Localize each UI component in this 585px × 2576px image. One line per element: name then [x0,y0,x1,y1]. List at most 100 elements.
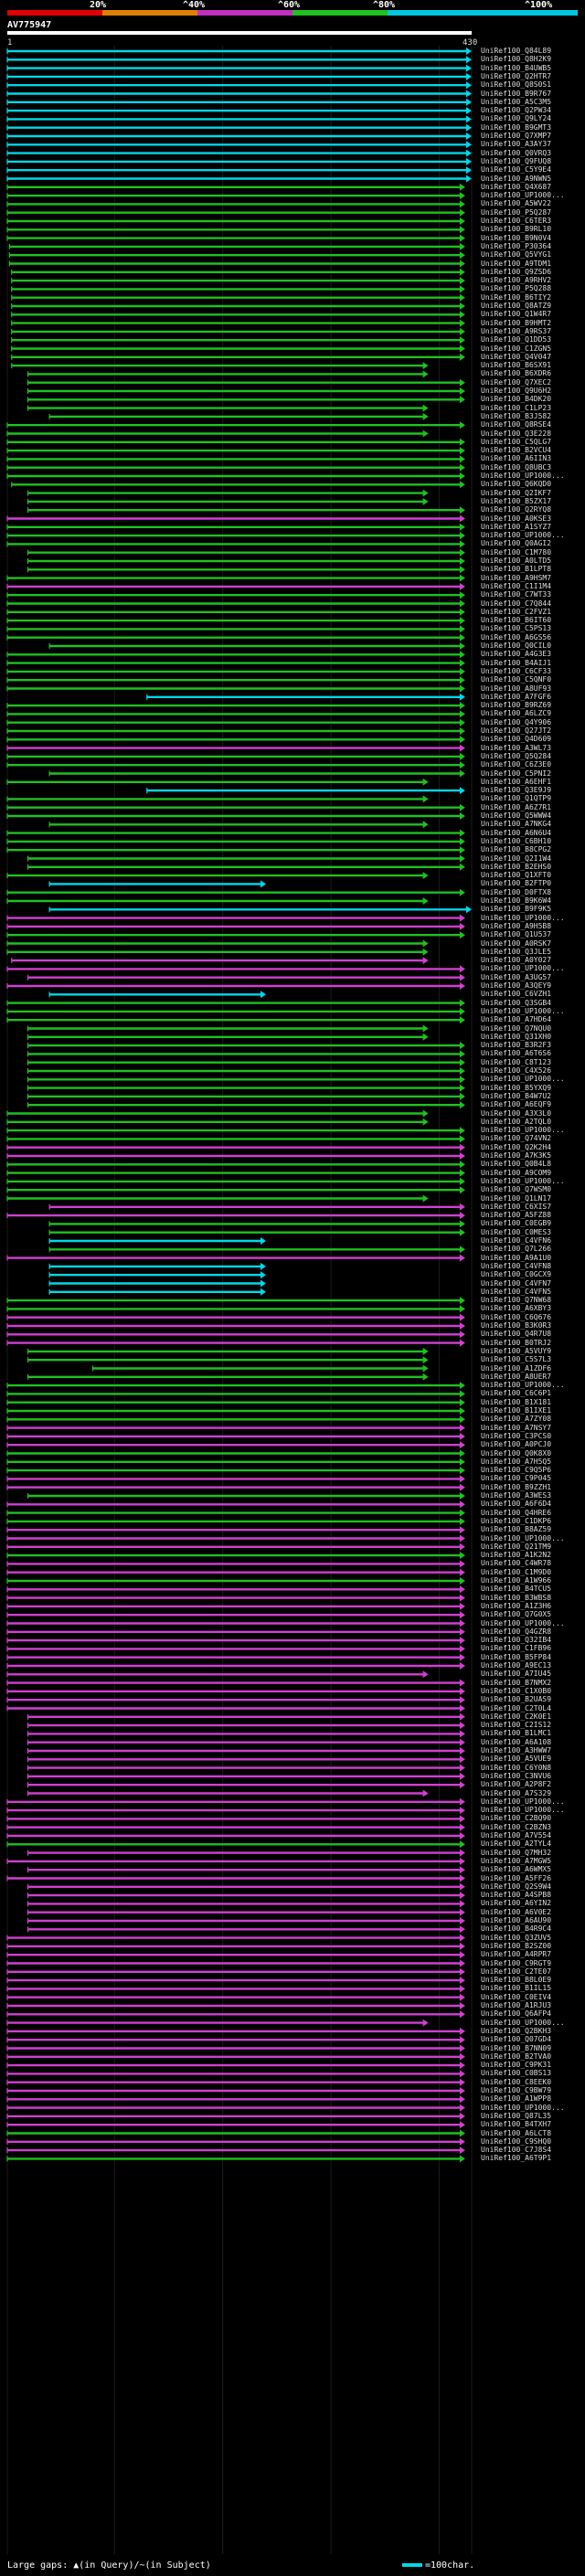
hit-row[interactable] [6,752,465,760]
hit-label[interactable]: UniRef100_C1I1M4 [481,581,552,590]
hit-label[interactable]: UniRef100_A4G3E3 [481,650,552,659]
hit-label[interactable]: UniRef100_P5Q288 [481,284,552,293]
hit-label[interactable]: UniRef100_Q21TM9 [481,1542,552,1551]
hit-row[interactable] [48,1271,267,1279]
hit-label[interactable]: UniRef100_C6Z3E0 [481,760,552,769]
hit-row[interactable] [6,421,465,429]
hit-label[interactable]: UniRef100_Q5WWW4 [481,811,552,820]
hit-row[interactable] [11,481,465,489]
hit-row[interactable] [48,412,429,420]
hit-label[interactable]: UniRef100_A5WV22 [481,199,552,208]
hit-row[interactable] [27,1076,465,1084]
hit-row[interactable] [6,1552,465,1560]
hit-row[interactable] [6,2044,465,2052]
hit-row[interactable] [6,1152,465,1160]
hit-row[interactable] [6,1109,429,1118]
hit-row[interactable] [6,948,429,956]
hit-label[interactable]: UniRef100_C7Q844 [481,599,552,608]
hit-label[interactable]: UniRef100_A6F6D4 [481,1500,552,1509]
hit-label[interactable]: UniRef100_C4VFN5 [481,1287,552,1296]
hit-row[interactable] [6,1458,465,1466]
hit-label[interactable]: UniRef100_Q2S9W4 [481,1882,552,1891]
hit-label[interactable]: UniRef100_A9HSM7 [481,573,552,582]
hit-label[interactable]: UniRef100_A1Z3H6 [481,1601,552,1610]
hit-row[interactable] [6,123,472,132]
hit-label[interactable]: UniRef100_A1WPP8 [481,2094,552,2104]
hit-label[interactable]: UniRef100_Q3E228 [481,429,552,438]
hit-row[interactable] [6,540,465,548]
hit-label[interactable]: UniRef100_Q7XMP7 [481,132,552,140]
hit-row[interactable] [6,617,465,625]
hit-label[interactable]: UniRef100_A9NWN5 [481,174,552,183]
hit-label[interactable]: UniRef100_B3R2F3 [481,1041,552,1050]
hit-row[interactable] [48,1203,465,1211]
hit-label[interactable]: UniRef100_B7NN09 [481,2043,552,2052]
hit-label[interactable]: UniRef100_C1FB96 [481,1644,552,1653]
hit-row[interactable] [6,1177,465,1185]
hit-label[interactable]: UniRef100_B1LMC1 [481,1729,552,1738]
hit-row[interactable] [48,906,472,914]
hit-row[interactable] [6,888,465,896]
hit-label[interactable]: UniRef100_Q1DD53 [481,335,552,345]
hit-row[interactable] [27,1058,465,1066]
hit-row[interactable] [6,1475,465,1483]
hit-label[interactable]: UniRef100_A8UER7 [481,1372,552,1381]
hit-label[interactable]: UniRef100_C8T123 [481,1057,552,1066]
hit-label[interactable]: UniRef100_B2FTP0 [481,879,552,888]
hit-row[interactable] [6,64,472,72]
hit-label[interactable]: UniRef100_A6YIN2 [481,1899,552,1908]
hit-row[interactable] [6,1967,465,1976]
hit-label[interactable]: UniRef100_A6A108 [481,1737,552,1746]
hit-row[interactable] [6,1934,465,1942]
hit-row[interactable] [6,744,465,752]
hit-row[interactable] [6,1619,465,1627]
hit-label[interactable]: UniRef100_Q32IB4 [481,1636,552,1645]
hit-label[interactable]: UniRef100_A6WMX5 [481,1865,552,1874]
hit-label[interactable]: UniRef100_C4VFN7 [481,1278,552,1288]
hit-label[interactable]: UniRef100_A3X3L0 [481,1108,552,1118]
hit-row[interactable] [48,821,429,829]
hit-label[interactable]: UniRef100_B9RL10 [481,225,552,234]
hit-label[interactable]: UniRef100_C6C6P1 [481,1389,552,1398]
hit-row[interactable] [6,2002,465,2009]
hit-row[interactable] [27,1917,465,1924]
hit-label[interactable]: UniRef100_A6T6S6 [481,1049,552,1058]
hit-label[interactable]: UniRef100_B1X181 [481,1397,552,1406]
hit-row[interactable] [27,1764,465,1772]
hit-row[interactable] [11,353,465,361]
hit-row[interactable] [6,1339,465,1347]
hit-row[interactable] [6,829,465,837]
hit-row[interactable] [6,914,465,922]
hit-label[interactable]: UniRef100_A9A1U0 [481,1253,552,1262]
hit-row[interactable] [6,48,472,55]
hit-label[interactable]: UniRef100_A2TYL4 [481,1839,552,1849]
hit-row[interactable] [6,455,465,463]
hit-label[interactable]: UniRef100_C4WR78 [481,1559,552,1568]
hit-label[interactable]: UniRef100_UP1000... [481,1618,565,1627]
hit-row[interactable] [6,1186,465,1194]
hit-label[interactable]: UniRef100_A3AY37 [481,140,552,149]
hit-label[interactable]: UniRef100_Q2IKF7 [481,488,552,497]
hit-label[interactable]: UniRef100_B6SX91 [481,361,552,370]
hit-row[interactable] [6,98,472,106]
hit-label[interactable]: UniRef100_A3WES3 [481,1491,552,1500]
hit-row[interactable] [6,1985,465,1993]
hit-row[interactable] [6,1305,465,1313]
hit-label[interactable]: UniRef100_Q4D609 [481,735,552,744]
hit-row[interactable] [48,1279,267,1288]
hit-row[interactable] [6,1797,465,1806]
hit-row[interactable] [27,1356,429,1364]
hit-row[interactable] [6,1585,465,1594]
hit-row[interactable] [6,1594,465,1602]
hit-label[interactable]: UniRef100_Q3ZUV5 [481,1933,552,1942]
hit-label[interactable]: UniRef100_A0PCJ0 [481,1440,552,1449]
hit-label[interactable]: UniRef100_A7FGF6 [481,692,552,701]
hit-label[interactable]: UniRef100_B8AZ59 [481,1525,552,1534]
hit-label[interactable]: UniRef100_Q8S0S1 [481,80,552,90]
hit-row[interactable] [6,1322,465,1330]
hit-row[interactable] [27,1849,465,1857]
hit-row[interactable] [6,1500,465,1509]
hit-label[interactable]: UniRef100_B6TIY2 [481,292,552,302]
hit-label[interactable]: UniRef100_A7H5Q5 [481,1457,552,1466]
hit-row[interactable] [27,404,429,412]
